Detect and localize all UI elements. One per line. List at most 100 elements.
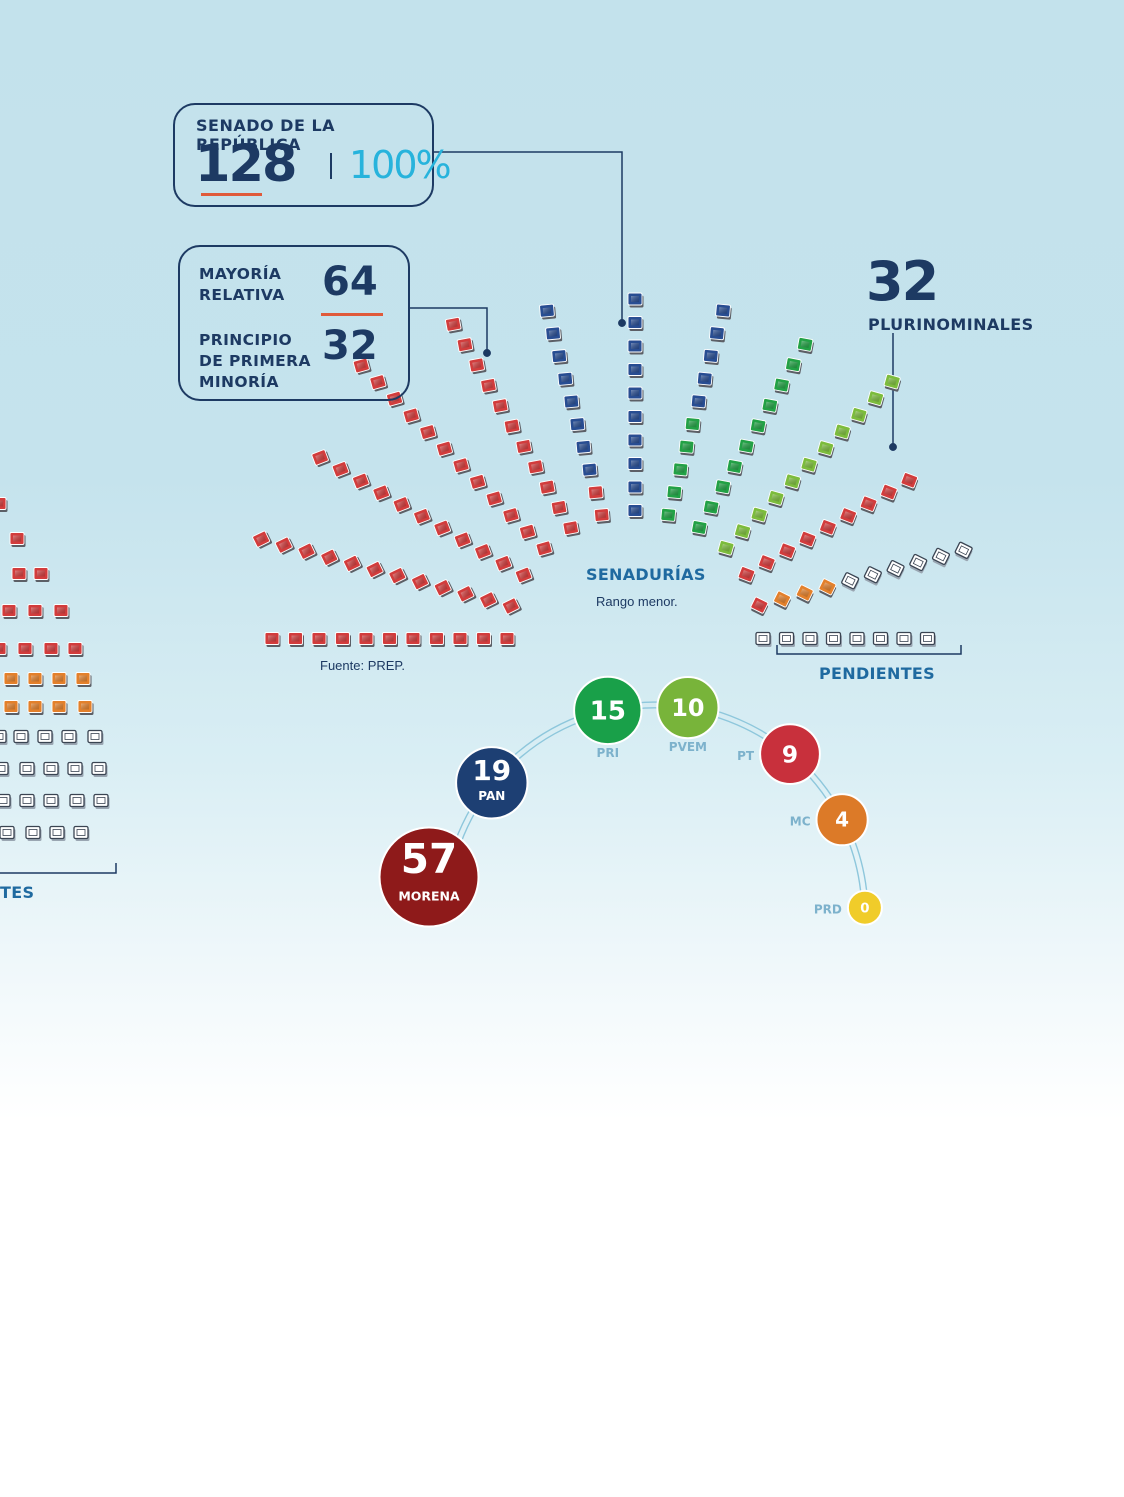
- left-pending-label-fragment: TES: [0, 883, 35, 902]
- fragment-seat: [17, 642, 34, 657]
- seat: [405, 632, 422, 647]
- seat: [800, 456, 818, 475]
- fragment-seat: [61, 729, 78, 745]
- seat: [456, 585, 477, 604]
- seat: [627, 339, 644, 355]
- majority-leader-line: [410, 307, 488, 352]
- seat: [485, 490, 505, 508]
- seat: [365, 561, 386, 580]
- seat: [445, 316, 463, 334]
- seat: [880, 483, 898, 503]
- seat: [755, 631, 772, 647]
- seat: [738, 438, 756, 456]
- seat: [715, 303, 732, 320]
- party-label: MC: [790, 815, 811, 829]
- seat: [479, 591, 500, 610]
- seat: [863, 566, 882, 586]
- seat: [627, 363, 644, 378]
- seat: [859, 495, 878, 515]
- seat: [896, 631, 913, 647]
- seat: [796, 336, 814, 355]
- party-value: 9: [782, 741, 798, 768]
- seat: [402, 407, 422, 425]
- seat: [563, 394, 581, 411]
- first-minority-value: 32: [322, 323, 378, 369]
- seat: [433, 519, 453, 538]
- party-label: PRD: [814, 903, 842, 917]
- seat: [931, 547, 951, 568]
- source-note: Fuente: PREP.: [320, 658, 406, 673]
- seat: [818, 578, 837, 598]
- seat: [734, 523, 752, 542]
- seat: [773, 590, 791, 610]
- seat: [660, 507, 677, 524]
- seat: [867, 390, 885, 409]
- seat: [264, 632, 281, 647]
- seat: [627, 292, 644, 308]
- seat: [320, 548, 341, 567]
- leader-lines: [0, 151, 962, 874]
- seat: [750, 506, 768, 525]
- fragment-seat: [77, 700, 94, 715]
- fragment-seat: [67, 761, 84, 777]
- seat: [684, 417, 702, 434]
- fragment-seat: [0, 761, 10, 777]
- seat: [514, 566, 535, 585]
- hemicycle-title: SENADURÍAS: [586, 565, 706, 584]
- seat: [545, 326, 563, 343]
- fragment-seat: [73, 825, 90, 841]
- seat: [503, 418, 522, 436]
- seat: [702, 499, 720, 517]
- senate-total-box: SENADO DE LA REPÚBLICA 128 100%: [173, 103, 452, 207]
- seat: [335, 632, 351, 647]
- seat: [468, 357, 487, 375]
- seat: [494, 555, 514, 573]
- seat: [452, 457, 472, 475]
- seat: [388, 567, 409, 586]
- seat: [476, 632, 492, 647]
- fragment-seat: [3, 672, 20, 687]
- fragment-seat: [3, 700, 20, 715]
- seat-type-box: MAYORÍA RELATIVA 64 PRINCIPIO DE PRIMERA…: [178, 245, 410, 401]
- fragment-seat: [51, 700, 68, 715]
- seat: [696, 371, 714, 388]
- senate-title: SENADO DE LA REPÚBLICA: [196, 116, 336, 154]
- seat: [783, 473, 802, 492]
- seat: [575, 439, 593, 456]
- seat: [919, 631, 936, 647]
- party-bubble-morena: 57 MORENA: [378, 826, 480, 928]
- seat: [331, 461, 352, 479]
- seat: [539, 479, 557, 497]
- senate-percent: 100%: [349, 143, 452, 187]
- fragment-seat: [13, 729, 30, 745]
- seat: [767, 490, 785, 509]
- party-bubble-pt: 9 PT: [737, 723, 821, 785]
- seat: [627, 480, 644, 496]
- seat: [737, 566, 756, 585]
- seat: [672, 462, 690, 479]
- senate-total-underline: [201, 193, 262, 196]
- seat: [562, 520, 581, 537]
- seat: [569, 417, 587, 434]
- seat: [883, 373, 901, 392]
- seat: [678, 439, 696, 456]
- seat: [761, 397, 779, 416]
- seat: [750, 596, 769, 616]
- fragment-seat: [9, 532, 26, 547]
- seat: [358, 632, 375, 647]
- seat: [690, 394, 708, 411]
- first-minority-label: PRINCIPIO DE PRIMERA MINORÍA: [199, 331, 311, 391]
- party-label: PT: [737, 749, 755, 763]
- seat: [352, 357, 372, 375]
- seat: [833, 423, 852, 442]
- party-value: 10: [671, 694, 704, 722]
- fragment-seat: [27, 672, 44, 687]
- majority-value: 64: [322, 259, 378, 305]
- fragment-seat: [37, 729, 54, 745]
- fragment-seat: [0, 825, 16, 841]
- plurinominal-value: 32: [866, 250, 939, 313]
- seat: [274, 536, 295, 555]
- seat: [551, 349, 569, 365]
- seat: [691, 520, 709, 538]
